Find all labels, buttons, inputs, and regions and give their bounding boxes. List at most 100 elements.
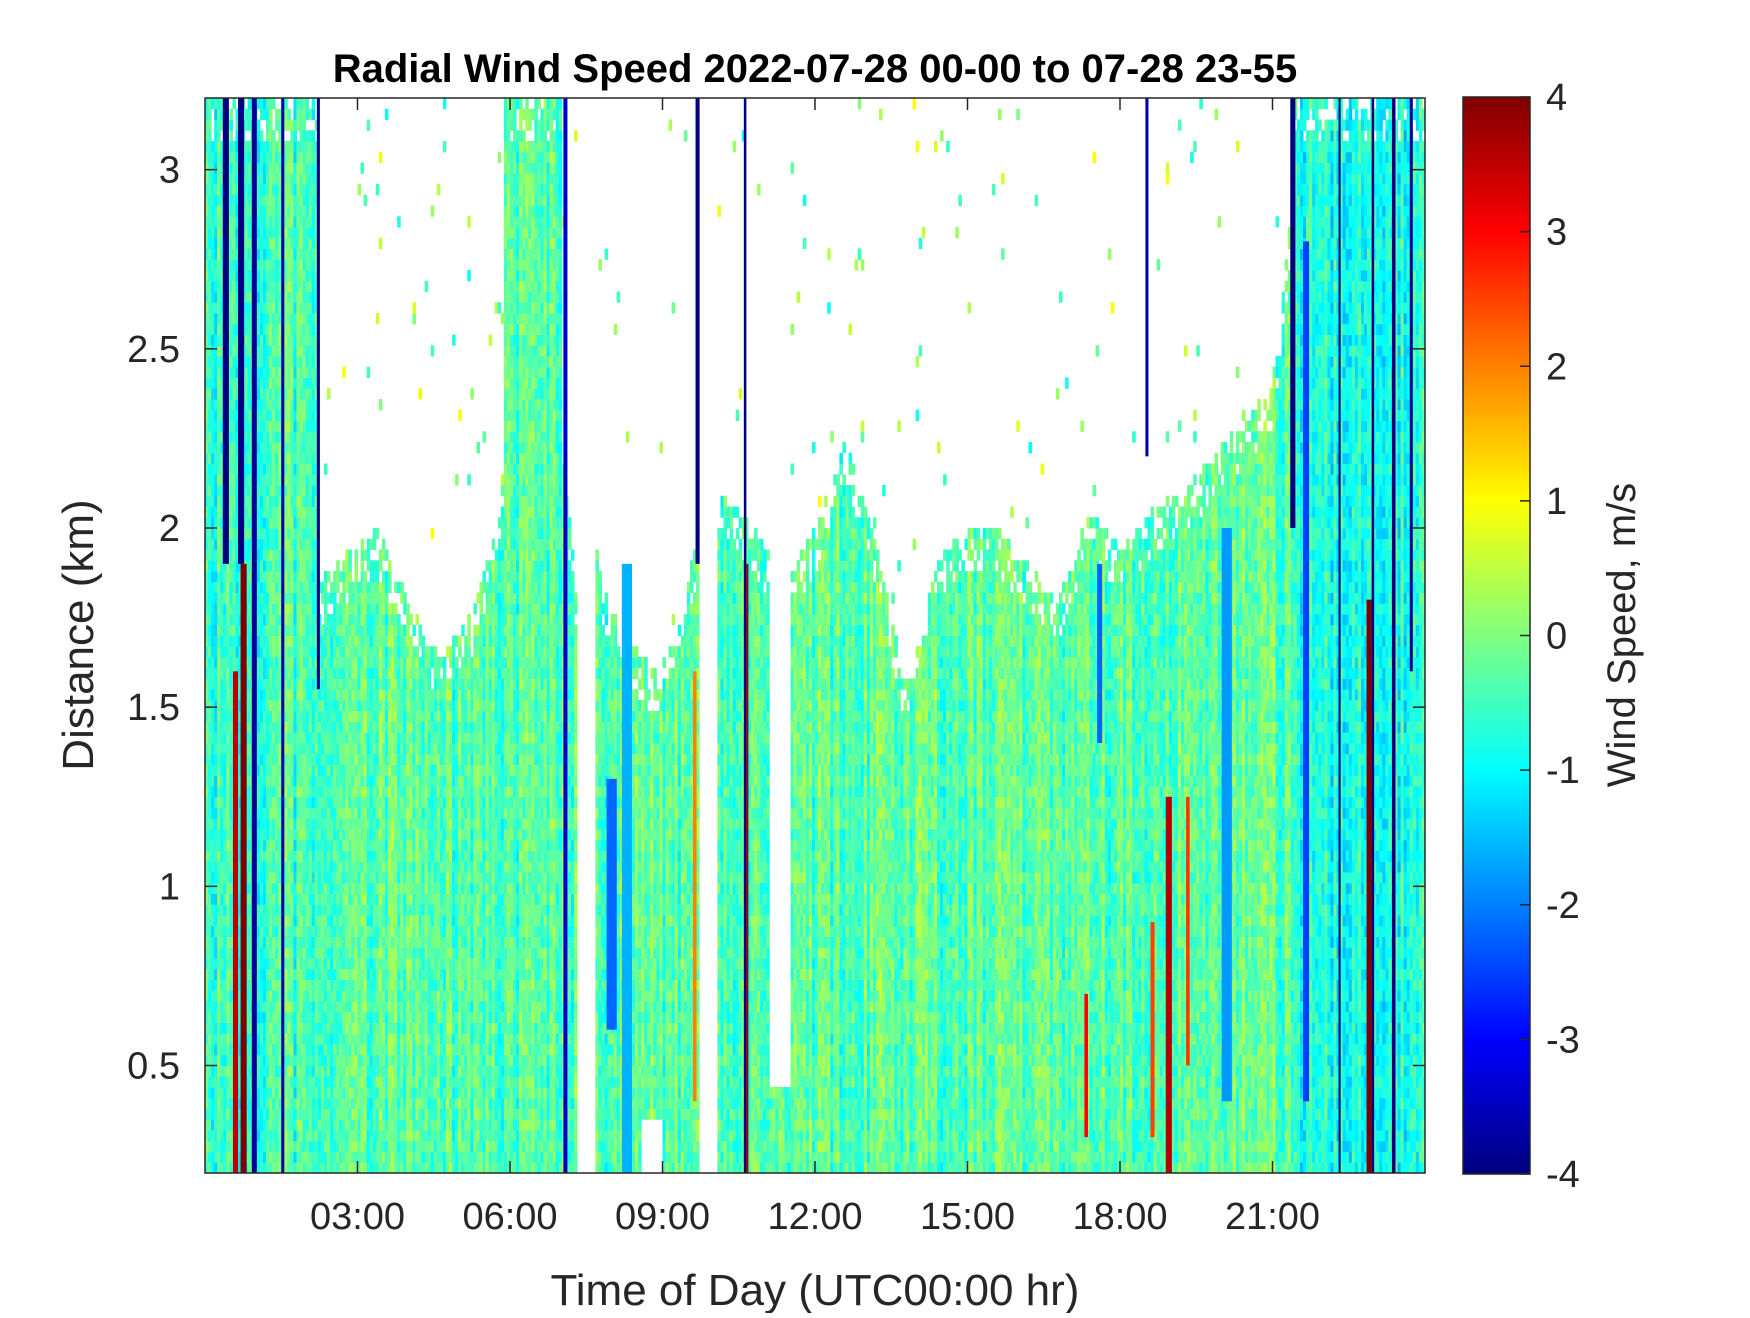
heatmap-cell: [266, 689, 270, 701]
heatmap-cell: [205, 1108, 209, 1120]
heatmap-cell: [205, 1140, 209, 1152]
heatmap-cell: [229, 624, 233, 636]
heatmap-cell: [384, 700, 389, 712]
heatmap-cell: [354, 1130, 358, 1142]
heatmap-cell: [372, 947, 377, 959]
heatmap-cell: [299, 560, 304, 572]
heatmap-cell: [305, 227, 310, 239]
heatmap-cell: [262, 227, 267, 239]
heatmap-cell: [211, 839, 215, 851]
heatmap-cell: [339, 861, 343, 873]
heatmap-cell: [327, 1151, 331, 1163]
heatmap-cell: [214, 506, 218, 518]
heatmap-cell: [220, 442, 224, 454]
heatmap-cell: [256, 678, 261, 690]
heatmap-cell: [296, 216, 301, 228]
heatmap-cell: [305, 431, 310, 443]
heatmap-cell: [348, 710, 352, 722]
heatmap-cell: [208, 227, 212, 239]
heatmap-cell: [351, 646, 355, 658]
heatmap-cell: [369, 700, 374, 712]
heatmap-cell: [247, 979, 252, 991]
heatmap-cell: [266, 270, 270, 282]
heatmap-cell: [323, 646, 328, 658]
heatmap-cell: [205, 528, 209, 540]
heatmap-cell: [357, 700, 362, 712]
heatmap-cell: [269, 366, 273, 378]
heatmap-cell: [299, 1151, 304, 1163]
heatmap-cell: [220, 1151, 224, 1163]
heatmap-cell: [372, 560, 377, 572]
heatmap-cell: [330, 1130, 334, 1142]
heatmap-cell: [342, 968, 346, 980]
heatmap-cell: [214, 119, 218, 131]
heatmap-cell: [351, 592, 355, 604]
heatmap-cell: [336, 1119, 340, 1131]
heatmap-cell: [384, 829, 389, 841]
heatmap-cell: [305, 775, 310, 787]
heatmap-cell: [247, 614, 252, 626]
heatmap-cell: [296, 818, 301, 830]
heatmap-cell: [247, 334, 252, 346]
heatmap-cell: [256, 1151, 261, 1163]
heatmap-cell: [369, 678, 374, 690]
heatmap-cell: [351, 1022, 355, 1034]
heatmap-cell: [220, 753, 224, 765]
heatmap-cell: [217, 581, 221, 593]
heatmap-cell: [381, 1119, 386, 1131]
heatmap-cell: [272, 818, 276, 830]
heatmap-cell: [272, 635, 276, 647]
heatmap-cell: [256, 356, 261, 368]
heatmap-cell: [305, 1065, 310, 1077]
heatmap-cell: [308, 323, 313, 335]
heatmap-cell: [327, 571, 331, 583]
heatmap-cell: [214, 1076, 218, 1088]
heatmap-cell: [217, 1001, 221, 1013]
heatmap-cell: [214, 205, 218, 217]
heatmap-cell: [208, 624, 212, 636]
heatmap-cell: [220, 313, 224, 325]
heatmap-cell: [290, 689, 294, 701]
heatmap-cell: [247, 1065, 252, 1077]
heatmap-cell: [287, 721, 291, 733]
heatmap-cell: [327, 882, 331, 894]
heatmap-cell: [275, 216, 279, 228]
heatmap-cell: [211, 958, 215, 970]
heatmap-cell: [287, 1044, 291, 1056]
heatmap-cell: [275, 194, 279, 206]
heatmap-cell: [311, 592, 316, 604]
heatmap-cell: [308, 377, 313, 389]
heatmap-cell: [208, 807, 212, 819]
heatmap-cell: [308, 108, 313, 120]
heatmap-cell: [211, 689, 215, 701]
heatmap-cell: [208, 173, 212, 185]
heatmap-cell: [220, 915, 224, 927]
heatmap-cell: [205, 259, 209, 271]
heatmap-cell: [375, 915, 380, 927]
heatmap-cell: [366, 979, 371, 991]
heatmap-cell: [278, 1054, 282, 1066]
heatmap-cell: [290, 592, 294, 604]
heatmap-cell: [302, 259, 307, 271]
heatmap-cell: [232, 323, 236, 335]
heatmap-cell: [226, 743, 230, 755]
heatmap-cell: [235, 463, 240, 475]
heatmap-cell: [357, 1097, 362, 1109]
heatmap-cell: [327, 829, 331, 841]
heatmap-cell: [308, 624, 313, 636]
heatmap-cell: [345, 1097, 349, 1109]
heatmap-cell: [269, 1011, 273, 1023]
heatmap-cell: [348, 614, 352, 626]
heatmap-cell: [275, 237, 279, 249]
heatmap-cell: [342, 700, 346, 712]
heatmap-cell: [360, 1130, 365, 1142]
heatmap-cell: [360, 1022, 365, 1034]
heatmap-cell: [342, 904, 346, 916]
heatmap-cell: [320, 947, 325, 959]
heatmap-cell: [320, 786, 325, 798]
heatmap-cell: [232, 646, 236, 658]
heatmap-cell: [211, 377, 215, 389]
heatmap-cell: [369, 990, 374, 1002]
heatmap-cell: [272, 399, 276, 411]
heatmap-cell: [308, 1108, 313, 1120]
